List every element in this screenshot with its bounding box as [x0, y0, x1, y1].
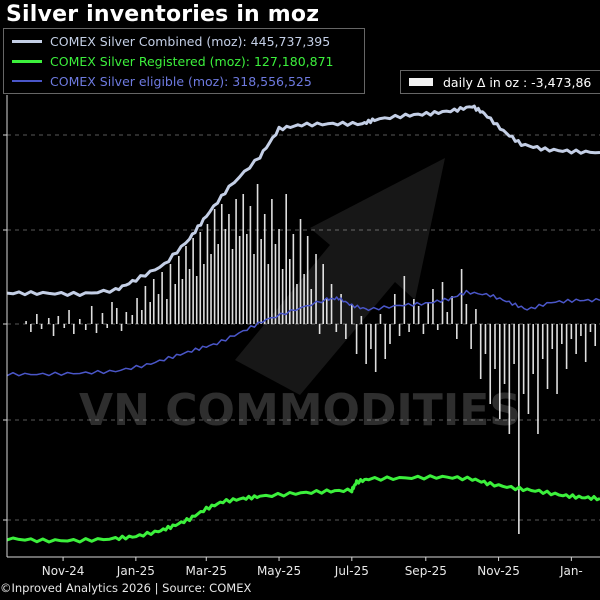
daily-delta-bars — [25, 184, 597, 534]
x-tick-label: Sep-25 — [405, 564, 447, 578]
legend-item-registered: COMEX Silver Registered (moz): 127,180,8… — [12, 51, 334, 71]
legend-item-eligible: COMEX Silver eligible (moz): 318,556,525 — [12, 71, 312, 91]
legend-label-daily: daily Δ in oz : -3,473,86 — [443, 74, 592, 90]
registered-series-line — [6, 474, 600, 544]
x-tick-label: Nov-25 — [477, 564, 520, 578]
combined-series-line — [6, 104, 600, 297]
legend-swatch-daily — [409, 78, 433, 86]
watermark-arrow-icon — [235, 158, 445, 395]
eligible-series-line — [6, 289, 600, 377]
watermark-text: VN COMMODITIES — [79, 385, 521, 436]
x-tick-label: Jan- — [559, 564, 583, 578]
x-tick-label: Jul-25 — [334, 564, 369, 578]
source-footer: ©Inproved Analytics 2026 | Source: COMEX — [0, 581, 252, 595]
legend-label-eligible: COMEX Silver eligible (moz): 318,556,525 — [50, 73, 312, 89]
legend-swatch-eligible — [12, 80, 42, 82]
legend-swatch-combined — [12, 39, 42, 43]
legend-label-registered: COMEX Silver Registered (moz): 127,180,8… — [50, 53, 334, 69]
x-tick-label: Jan-25 — [116, 564, 155, 578]
x-tick-label: May-25 — [257, 564, 301, 578]
x-tick-label: Nov-24 — [42, 564, 85, 578]
x-tick-label: Mar-25 — [186, 564, 227, 578]
chart-title: Silver inventories in moz — [6, 2, 320, 27]
legend-item-combined: COMEX Silver Combined (moz): 445,737,395 — [12, 31, 330, 51]
y-axis-ticks — [3, 134, 7, 521]
legend-box-daily: daily Δ in oz : -3,473,86 — [400, 70, 600, 94]
legend-swatch-registered — [12, 59, 42, 63]
legend-box: COMEX Silver Combined (moz): 445,737,395… — [3, 28, 365, 94]
legend-label-combined: COMEX Silver Combined (moz): 445,737,395 — [50, 33, 331, 49]
x-axis-ticks: Nov-24 Jan-25 Mar-25 May-25 Jul-25 Sep-25 Nov-… — [42, 557, 583, 578]
